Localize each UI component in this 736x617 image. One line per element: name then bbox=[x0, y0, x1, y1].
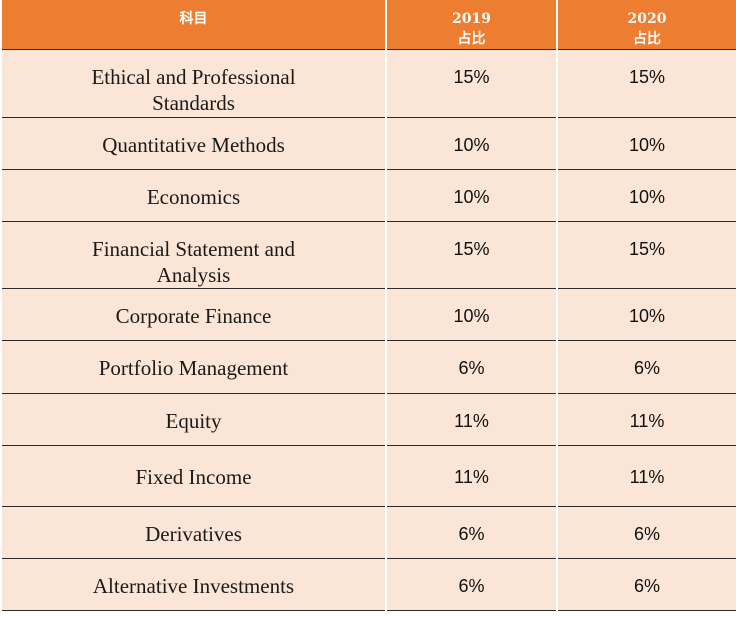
header-subject: 科目 bbox=[0, 0, 387, 50]
table-row: Financial Statement and Analysis 15% 15% bbox=[0, 221, 736, 289]
value-2020-cell: 10% bbox=[556, 288, 736, 341]
table-row: Alternative Investments 6% 6% bbox=[0, 558, 736, 611]
value-2020-cell: 11% bbox=[556, 445, 736, 507]
value-2019-cell: 6% bbox=[385, 506, 558, 559]
value-2019-cell: 10% bbox=[385, 117, 558, 170]
subject-cell: Ethical and Professional Standards bbox=[0, 49, 387, 118]
subject-cell: Portfolio Management bbox=[0, 340, 387, 394]
subject-cell: Equity bbox=[0, 393, 387, 446]
value-2019-cell: 6% bbox=[385, 340, 558, 394]
value-2019-cell: 11% bbox=[385, 393, 558, 446]
value-2020-cell: 11% bbox=[556, 393, 736, 446]
table-row: Derivatives 6% 6% bbox=[0, 506, 736, 559]
header-subject-label: 科目 bbox=[179, 11, 208, 27]
table-row: Portfolio Management 6% 6% bbox=[0, 340, 736, 394]
value-2019-cell: 6% bbox=[385, 558, 558, 611]
header-2020: 2020 占比 bbox=[556, 0, 736, 50]
subject-cell: Economics bbox=[0, 169, 387, 222]
value-2019-cell: 15% bbox=[385, 221, 558, 289]
subject-cell: Derivatives bbox=[0, 506, 387, 559]
value-2019-cell: 10% bbox=[385, 288, 558, 341]
value-2019-cell: 10% bbox=[385, 169, 558, 222]
value-2020-cell: 6% bbox=[556, 558, 736, 611]
table-row: Corporate Finance 10% 10% bbox=[0, 288, 736, 341]
table-row: Ethical and Professional Standards 15% 1… bbox=[0, 49, 736, 118]
table-row: Equity 11% 11% bbox=[0, 393, 736, 446]
value-2019-cell: 11% bbox=[385, 445, 558, 507]
table-row: Economics 10% 10% bbox=[0, 169, 736, 222]
header-row: 科目 2019 占比 2020 占比 bbox=[0, 0, 736, 50]
subject-cell: Corporate Finance bbox=[0, 288, 387, 341]
subject-cell: Quantitative Methods bbox=[0, 117, 387, 170]
subject-cell: Alternative Investments bbox=[0, 558, 387, 611]
value-2020-cell: 10% bbox=[556, 169, 736, 222]
table-row: Fixed Income 11% 11% bbox=[0, 445, 736, 507]
table-row: Quantitative Methods 10% 10% bbox=[0, 117, 736, 170]
value-2020-cell: 6% bbox=[556, 506, 736, 559]
header-2019-label: 占比 bbox=[457, 31, 486, 47]
value-2020-cell: 15% bbox=[556, 49, 736, 118]
value-2020-cell: 15% bbox=[556, 221, 736, 289]
subject-cell: Financial Statement and Analysis bbox=[0, 221, 387, 289]
value-2020-cell: 6% bbox=[556, 340, 736, 394]
value-2020-cell: 10% bbox=[556, 117, 736, 170]
header-2020-label: 占比 bbox=[633, 31, 661, 47]
header-2019: 2019 占比 bbox=[385, 0, 558, 50]
subject-cell: Fixed Income bbox=[0, 445, 387, 507]
value-2019-cell: 15% bbox=[385, 49, 558, 118]
header-2019-year: 2019 bbox=[452, 11, 491, 27]
header-2020-year: 2020 bbox=[627, 11, 667, 27]
